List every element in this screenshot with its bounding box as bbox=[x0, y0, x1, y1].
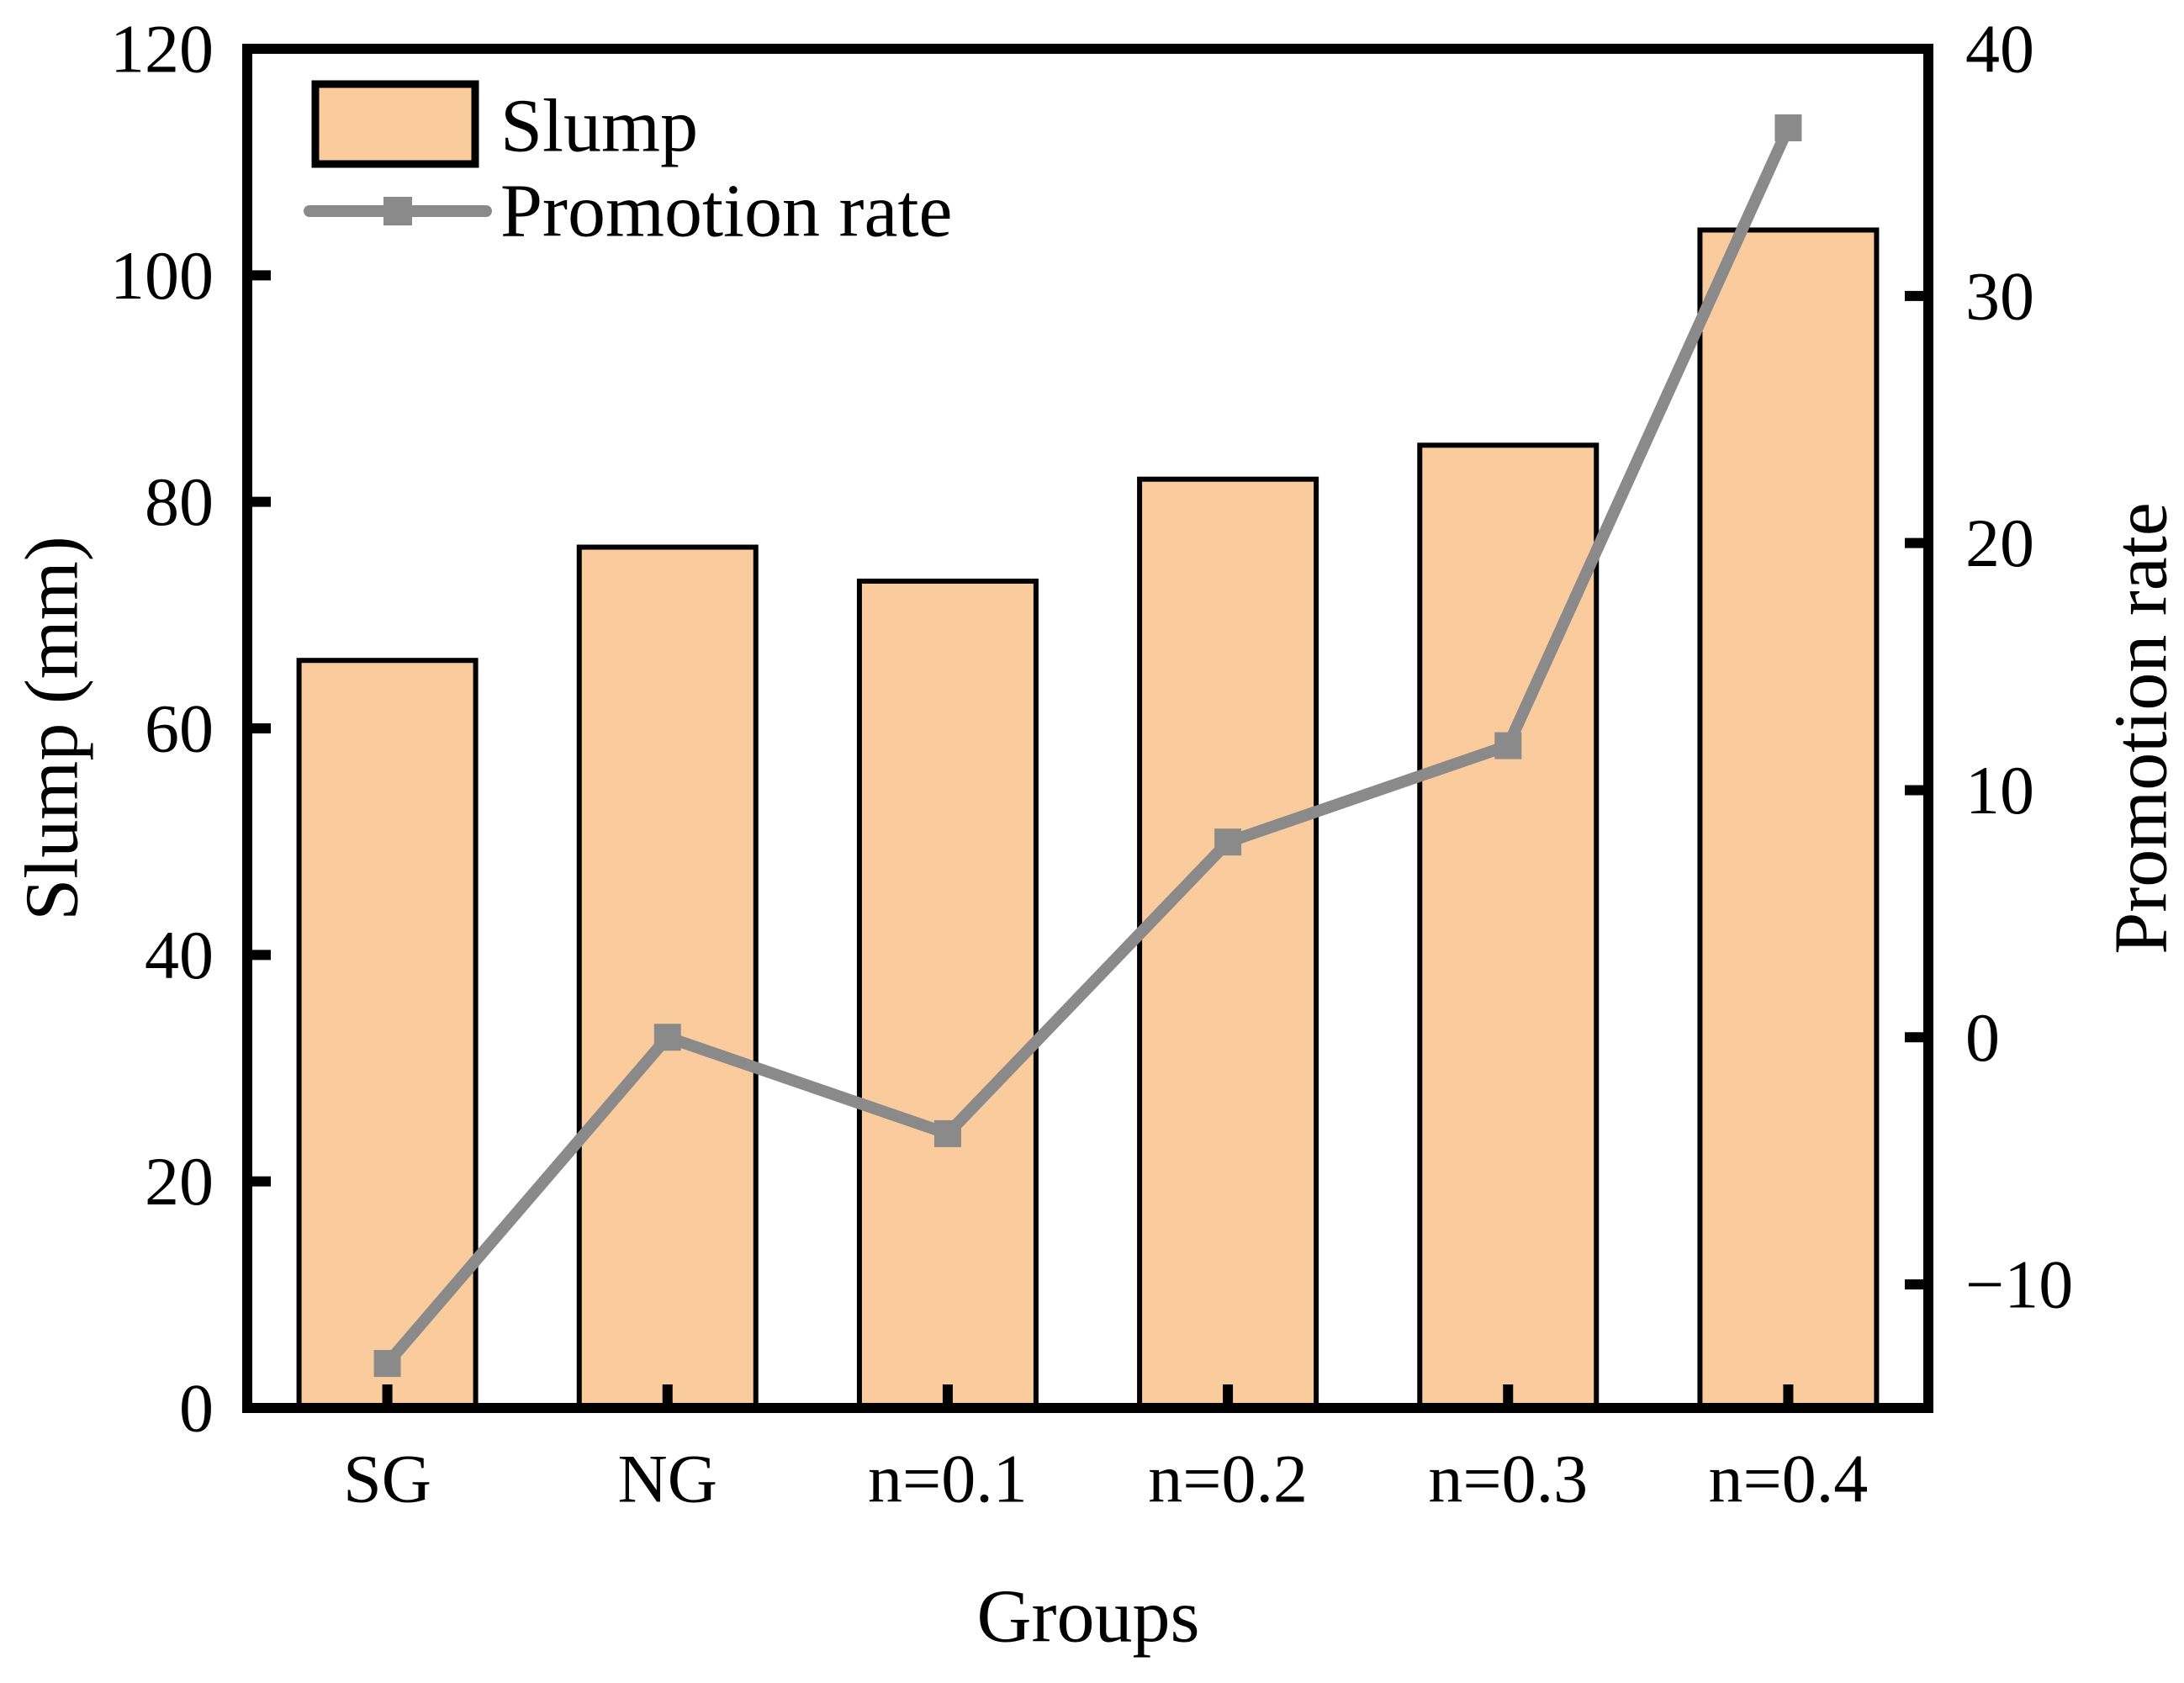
right-tick-label-20: 20 bbox=[1965, 505, 2034, 581]
bar-SG bbox=[296, 658, 479, 1410]
x-tick-label-n=0.3: n=0.3 bbox=[1428, 1441, 1588, 1517]
right-axis-title: Promotion rate bbox=[2100, 502, 2183, 954]
x-tick-label-SG: SG bbox=[343, 1441, 431, 1517]
left-tick-label-80: 80 bbox=[145, 463, 214, 540]
marker-n=0.4 bbox=[1774, 114, 1802, 142]
legend-promotion-marker-icon bbox=[383, 197, 412, 225]
left-tick-label-40: 40 bbox=[145, 917, 214, 993]
left-tick-label-60: 60 bbox=[145, 691, 214, 767]
plot-border bbox=[242, 44, 1933, 1413]
marker-n=0.2 bbox=[1214, 828, 1242, 856]
legend-slump-label: Slump bbox=[500, 85, 698, 168]
right-tick-label-10: 10 bbox=[1965, 752, 2034, 828]
marker-n=0.1 bbox=[933, 1119, 961, 1147]
x-tick-label-n=0.2: n=0.2 bbox=[1148, 1441, 1308, 1517]
marker-SG bbox=[373, 1350, 401, 1378]
bar-n=0.3 bbox=[1417, 442, 1600, 1410]
right-tick-label-30: 30 bbox=[1965, 257, 2034, 334]
bar-n=0.1 bbox=[856, 578, 1039, 1410]
bar-NG bbox=[576, 544, 759, 1410]
x-tick-label-n=0.4: n=0.4 bbox=[1709, 1441, 1869, 1517]
marker-n=0.3 bbox=[1494, 732, 1522, 759]
left-tick-label-0: 0 bbox=[179, 1370, 214, 1447]
legend-promotion-label: Promotion rate bbox=[500, 170, 952, 253]
right-tick-label-0: 0 bbox=[1965, 999, 2000, 1076]
x-axis-title: Groups bbox=[977, 1575, 1200, 1659]
legend-slump-swatch bbox=[311, 80, 479, 168]
marker-NG bbox=[653, 1024, 681, 1051]
left-tick-label-20: 20 bbox=[145, 1143, 214, 1220]
right-tick-label-40: 40 bbox=[1965, 11, 2034, 87]
left-tick-label-120: 120 bbox=[110, 11, 214, 87]
x-tick-label-NG: NG bbox=[618, 1441, 717, 1517]
right-tick-label--10: −10 bbox=[1965, 1246, 2073, 1323]
left-tick-label-100: 100 bbox=[110, 237, 214, 314]
x-tick-label-n=0.1: n=0.1 bbox=[868, 1441, 1028, 1517]
bar-n=0.4 bbox=[1697, 227, 1880, 1410]
promotion-rate-line bbox=[381, 122, 1795, 1370]
bar-n=0.2 bbox=[1137, 476, 1319, 1411]
left-axis-title: Slump (mm) bbox=[11, 536, 94, 921]
